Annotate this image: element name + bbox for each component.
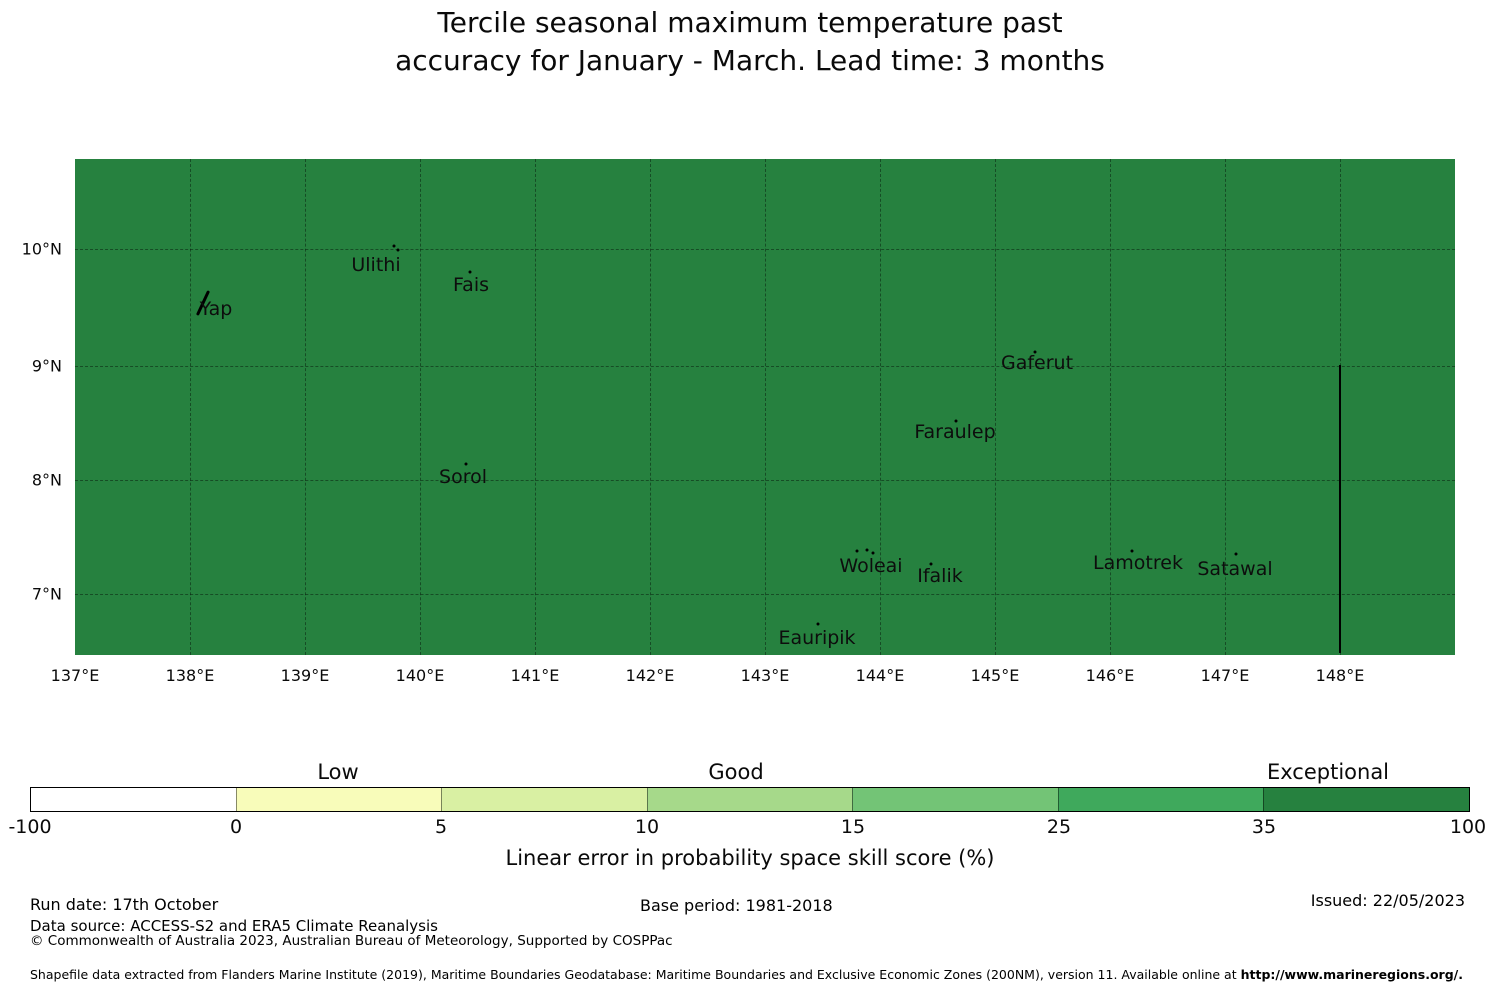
copyright-text: © Commonwealth of Australia 2023, Austra…	[30, 933, 673, 949]
island-label-ulithi: Ulithi	[351, 254, 401, 276]
gridline-horizontal	[75, 480, 1455, 481]
island-label-sorol: Sorol	[439, 466, 487, 488]
island-dot-ulithi	[396, 248, 400, 252]
x-tick-label: 148°E	[1315, 666, 1365, 685]
island-dot-ifalik	[929, 562, 933, 566]
colorbar-tick-label: 35	[1251, 816, 1277, 838]
eez-boundary-line	[1339, 365, 1341, 653]
colorbar-tier-label: Exceptional	[1266, 760, 1390, 784]
x-tick-label: 147°E	[1200, 666, 1250, 685]
base-period-text: Base period: 1981-2018	[640, 896, 833, 915]
title-line-1: Tercile seasonal maximum temperature pas…	[437, 6, 1063, 39]
island-dot-sorol	[464, 462, 468, 466]
gridline-vertical	[305, 159, 306, 655]
x-tick-label: 138°E	[165, 666, 215, 685]
shapefile-attribution: Shapefile data extracted from Flanders M…	[30, 967, 1463, 982]
x-tick-label: 143°E	[740, 666, 790, 685]
colorbar-tier-label: Low	[317, 760, 359, 784]
island-label-ifalik: Ifalik	[917, 565, 963, 587]
map-canvas: Yap Ulithi Fais Sorol Gaferut Faraulep Woleai I…	[75, 159, 1455, 655]
colorbar-tick-label: 100	[1449, 816, 1487, 838]
x-tick-label: 141°E	[510, 666, 560, 685]
island-label-faraulep: Faraulep	[914, 421, 996, 443]
colorbar-segment	[1057, 788, 1264, 811]
colorbar-axis-label: Linear error in probability space skill …	[505, 846, 995, 870]
island-dot-woleai	[865, 548, 869, 552]
island-dot-ulithi	[392, 244, 396, 248]
colorbar-tick-label: 5	[434, 816, 448, 838]
island-label-eauripik: Eauripik	[778, 627, 856, 649]
island-dot-gaferut	[1033, 350, 1037, 354]
colorbar-segment	[441, 788, 647, 811]
x-tick-label: 139°E	[280, 666, 330, 685]
y-tick-label: 9°N	[31, 356, 62, 376]
island-label-fais: Fais	[452, 274, 490, 296]
figure-title: Tercile seasonal maximum temperature pas…	[0, 4, 1500, 80]
x-tick-label: 145°E	[970, 666, 1020, 685]
gridline-vertical	[995, 159, 996, 655]
colorbar-segment	[852, 788, 1058, 811]
gridline-horizontal	[75, 366, 1455, 367]
shapefile-note-text: Shapefile data extracted from Flanders M…	[30, 967, 1241, 982]
colorbar-segment	[235, 788, 442, 811]
colorbar-tick-label: 15	[840, 816, 866, 838]
issued-date-text: Issued: 22/05/2023	[1310, 891, 1465, 910]
gridline-vertical	[1225, 159, 1226, 655]
island-dot-lamotrek	[1130, 549, 1134, 553]
island-label-gaferut: Gaferut	[1000, 352, 1074, 374]
x-tick-label: 140°E	[395, 666, 445, 685]
title-line-2: accuracy for January - March. Lead time:…	[395, 44, 1105, 77]
island-dot-eauripik	[816, 622, 820, 626]
island-label-lamotrek: Lamotrek	[1093, 552, 1183, 574]
gridline-vertical	[1110, 159, 1111, 655]
x-tick-label: 146°E	[1085, 666, 1135, 685]
island-dot-faraulep	[954, 419, 958, 423]
colorbar-tick-label: -100	[8, 816, 52, 838]
island-label-woleai: Woleai	[839, 555, 903, 577]
island-label-yap: Yap	[199, 298, 233, 320]
colorbar-tick-label: 10	[634, 816, 660, 838]
y-tick-label: 8°N	[31, 470, 62, 490]
colorbar-segment	[646, 788, 853, 811]
colorbar-segment	[31, 788, 236, 811]
gridline-vertical	[190, 159, 191, 655]
gridline-horizontal	[75, 249, 1455, 250]
gridline-horizontal	[75, 594, 1455, 595]
gridline-vertical	[535, 159, 536, 655]
x-tick-label: 142°E	[625, 666, 675, 685]
island-dot-woleai	[871, 551, 875, 555]
island-dot-fais	[468, 270, 472, 274]
colorbar-segment	[1263, 788, 1470, 811]
gridline-vertical	[765, 159, 766, 655]
gridline-vertical	[880, 159, 881, 655]
y-tick-label: 7°N	[31, 584, 62, 604]
y-tick-label: 10°N	[21, 239, 62, 259]
colorbar-tick-label: 0	[229, 816, 243, 838]
gridline-vertical	[650, 159, 651, 655]
island-label-satawal: Satawal	[1197, 558, 1273, 580]
x-tick-label: 137°E	[50, 666, 100, 685]
gridline-vertical	[420, 159, 421, 655]
x-tick-label: 144°E	[855, 666, 905, 685]
marineregions-url: http://www.marineregions.org/.	[1240, 967, 1463, 982]
colorbar	[30, 787, 1470, 812]
island-dot-satawal	[1234, 552, 1238, 556]
run-date-text: Run date: 17th October	[30, 895, 219, 914]
data-source-text: Data source: ACCESS-S2 and ERA5 Climate …	[30, 917, 438, 935]
island-dot-woleai	[855, 549, 859, 553]
colorbar-tick-label: 25	[1046, 816, 1072, 838]
colorbar-tier-label: Good	[708, 760, 764, 784]
